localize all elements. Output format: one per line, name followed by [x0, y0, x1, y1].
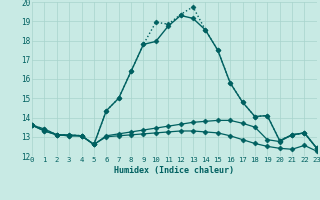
X-axis label: Humidex (Indice chaleur): Humidex (Indice chaleur): [115, 166, 234, 175]
